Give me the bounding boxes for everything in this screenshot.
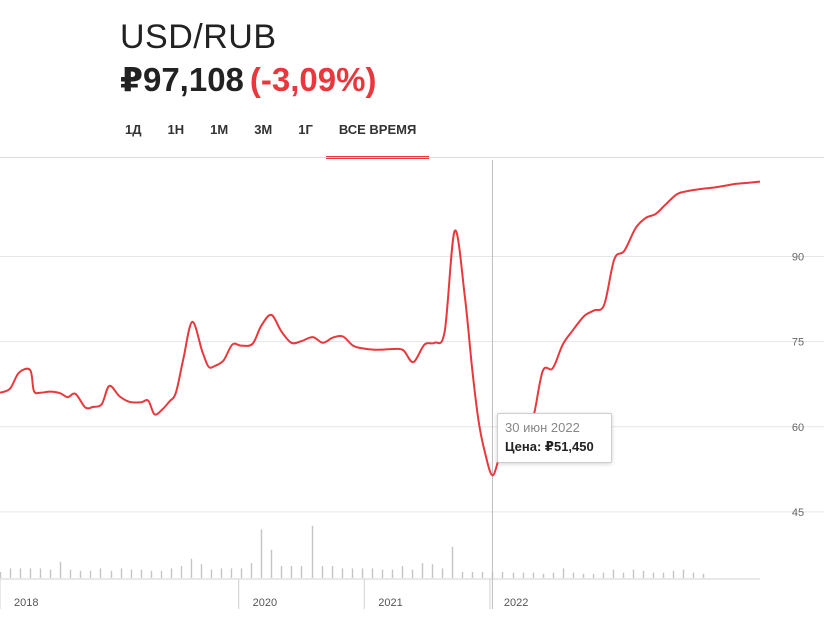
chart-tooltip: 30 июн 2022 Цена: ₽51,450 [497,413,612,463]
price-line [0,180,761,477]
tooltip-price-value: ₽51,450 [544,439,594,454]
y-tick-label: 75 [792,337,804,349]
x-tick-label: 2020 [253,597,277,609]
y-tick-label: 45 [792,507,804,519]
tooltip-price-label: Цена: [505,439,542,454]
price-row: ₽97,108 (-3,09%) [120,60,376,99]
tab-1m[interactable]: 1М [210,122,229,137]
tab-3m[interactable]: 3М [254,122,273,137]
current-price: ₽97,108 [120,61,244,98]
price-change: (-3,09%) [249,61,377,98]
y-tick-label: 90 [792,251,804,263]
tab-1d[interactable]: 1Д [125,122,142,137]
tooltip-date: 30 июн 2022 [505,420,580,435]
tab-1y[interactable]: 1Г [298,122,313,137]
x-tick-label: 2021 [378,597,402,609]
tab-1w[interactable]: 1Н [167,122,185,137]
x-tick-label: 2018 [14,597,38,609]
x-tick-label: 2022 [504,597,528,609]
instrument-title: USD/RUB [120,18,277,56]
tooltip-price: Цена: ₽51,450 [505,439,611,455]
y-tick-label: 60 [792,422,804,434]
header-divider [0,157,824,158]
